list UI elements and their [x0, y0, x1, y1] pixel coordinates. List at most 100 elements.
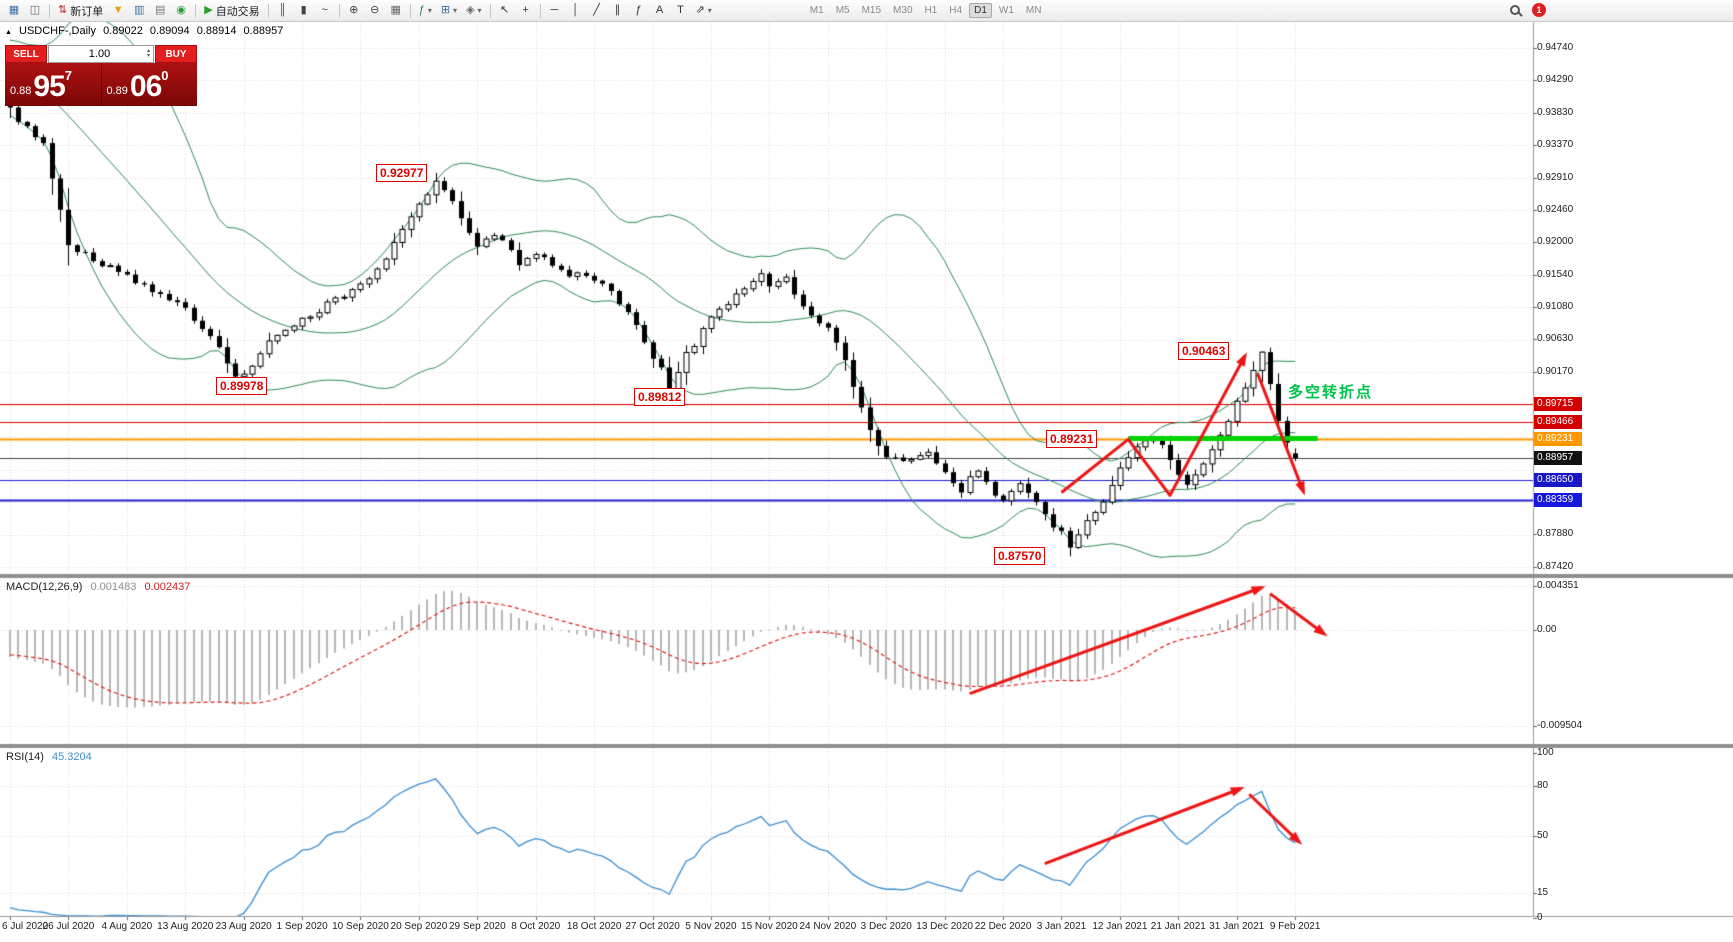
date-axis-label: 21 Jan 2021 [1150, 921, 1206, 932]
fibonacci-icon: ƒ [635, 4, 642, 16]
data-window-button[interactable]: ▤ [150, 2, 170, 20]
date-axis-label: 31 Jan 2021 [1209, 921, 1265, 932]
rsi-axis-label: 15 [1537, 887, 1549, 899]
new-order-button[interactable]: ⇅ 新订单 [54, 2, 107, 20]
candlestick-chart-type-button[interactable]: ▮ [294, 2, 314, 20]
volume-value: 1.00 [88, 48, 111, 60]
turning-point-annotation[interactable]: 多空转折点 [1288, 384, 1374, 401]
price-axis-label: 0.87420 [1537, 560, 1574, 572]
price-axis-label: 0.87880 [1537, 528, 1574, 540]
symbol-collapse-icon[interactable]: ▲ [5, 29, 12, 36]
timeframe-m5-button[interactable]: M5 [835, 5, 850, 16]
spinner-down-icon[interactable]: ▾ [146, 53, 150, 59]
indicators-button[interactable]: ƒ ▾ [415, 2, 436, 20]
ohlc-low: 0.88914 [196, 25, 237, 37]
timeframe-m1-button[interactable]: M1 [809, 5, 824, 16]
quotes-button[interactable]: ▼ [108, 2, 128, 20]
add-indicator-button[interactable]: ⊞ ▾ [437, 2, 461, 20]
date-axis-label: 1 Sep 2020 [276, 921, 328, 932]
bar-chart-type-button[interactable]: ║ [273, 2, 293, 20]
date-axis-label: 18 Oct 2020 [566, 921, 622, 932]
data-window-icon: ▤ [155, 4, 166, 16]
macd-axis-label: -0.009504 [1537, 720, 1583, 732]
timeframe-w1-button[interactable]: W1 [998, 5, 1014, 16]
equidistant-channel-button[interactable]: ∥ [608, 2, 628, 20]
horizontal-line-button[interactable]: ─ [545, 2, 565, 20]
chart-symbol-period: USDCHF-,Daily [19, 25, 96, 37]
one-click-trading-widget: SELL 1.00 ▴ ▾ BUY 0.88 95 7 0.89 06 0 [5, 45, 197, 106]
chart-profiles-button[interactable]: ◫ [25, 2, 45, 20]
date-axis-label: 27 Oct 2020 [625, 921, 680, 932]
spinner-up-icon[interactable]: ▴ [146, 48, 150, 54]
bid-ask-panel: 0.88 95 7 0.89 06 0 [5, 63, 197, 106]
price-axis-label: 0.92910 [1537, 171, 1574, 183]
price-callout[interactable]: 0.89231 [1046, 429, 1098, 448]
web-terminal-button[interactable]: ◉ [171, 2, 191, 20]
price-callout[interactable]: 0.87570 [994, 547, 1046, 566]
dropdown-caret-icon: ▾ [453, 6, 458, 15]
volume-spinner[interactable]: ▴ ▾ [146, 48, 150, 59]
price-callout[interactable]: 0.90463 [1178, 342, 1230, 361]
notification-badge[interactable]: 1 [1532, 3, 1546, 17]
vertical-line-icon: │ [572, 4, 579, 16]
equidistant-channel-icon: ∥ [614, 4, 621, 16]
timeframe-mn-button[interactable]: MN [1025, 5, 1042, 16]
price-tag-0.88957: 0.88957 [1534, 451, 1582, 465]
timeframe-m30-button[interactable]: M30 [893, 5, 913, 16]
text-label-button[interactable]: T [671, 2, 691, 20]
ask-price-big-digits: 06 [129, 70, 162, 103]
buy-button[interactable]: BUY [155, 45, 197, 63]
price-axis-label: 0.91540 [1537, 268, 1574, 280]
bid-price[interactable]: 0.88 95 7 [5, 63, 102, 106]
price-axis[interactable]: 0.94740 0.94290 0.93830 0.93370 0.92910 0.924… [1533, 0, 1733, 942]
horizontal-line-icon: ─ [550, 4, 559, 16]
chart-profiles-icon: ◫ [29, 4, 41, 16]
price-callout[interactable]: 0.89812 [634, 388, 686, 407]
macd-indicator-label: MACD(12,26,9) 0.001483 0.002437 [6, 581, 190, 593]
top-toolbar: ▦ ◫ ⇅ 新订单 ▼ ▥ ▤ ◉ ▶ 自动交易 ║ ▮ ~ ⊕ ⊖ ▦ ƒ ▾ ⊞ ▾ ◈ ▾ ↖ + ─ │ ╱ ∥ ƒ A T ⇗ ▾ M1… [0, 0, 1733, 22]
dropdown-caret-icon: ▾ [427, 6, 432, 15]
date-axis-label: 12 Jan 2021 [1092, 921, 1148, 932]
price-callout[interactable]: 0.89978 [216, 376, 268, 395]
date-axis-label: 23 Aug 2020 [215, 921, 272, 932]
ask-price-prefix: 0.89 [106, 85, 128, 97]
volume-input[interactable]: 1.00 ▴ ▾ [48, 45, 154, 63]
search-icon[interactable] [1510, 5, 1520, 15]
tile-windows-button[interactable]: ▦ [386, 2, 406, 20]
zoom-in-icon: ⊕ [349, 4, 359, 16]
timeframe-d1-button[interactable]: D1 [969, 3, 992, 18]
market-watch-button[interactable]: ▥ [129, 2, 149, 20]
text-button[interactable]: A [650, 2, 670, 20]
autotrading-button[interactable]: ▶ 自动交易 [200, 2, 263, 20]
objects-list-button[interactable]: ◈ ▾ [462, 2, 485, 20]
date-axis[interactable]: 6 Jul 2020 26 Jul 2020 4 Aug 2020 13 Aug 20… [0, 916, 1733, 942]
rsi-axis-label: 0 [1537, 912, 1543, 923]
price-callout[interactable]: 0.92977 [376, 163, 428, 182]
timeframe-h4-button[interactable]: H4 [949, 5, 963, 16]
toolbar-separator [267, 3, 269, 18]
timeframe-m15-button[interactable]: M15 [861, 5, 882, 16]
ask-price[interactable]: 0.89 06 0 [102, 63, 198, 106]
toolbar-separator [539, 3, 541, 18]
arrow-objects-button[interactable]: ⇗ ▾ [692, 2, 716, 20]
zoom-out-icon: ⊖ [370, 4, 380, 16]
line-chart-type-button[interactable]: ~ [315, 2, 335, 20]
trendline-button[interactable]: ╱ [587, 2, 607, 20]
sell-button[interactable]: SELL [5, 45, 47, 63]
timeframe-h1-button[interactable]: H1 [924, 5, 938, 16]
cursor-button[interactable]: ↖ [495, 2, 515, 20]
zoom-out-button[interactable]: ⊖ [365, 2, 385, 20]
date-axis-label: 13 Dec 2020 [916, 921, 973, 932]
date-axis-label: 9 Feb 2021 [1269, 921, 1321, 932]
date-axis-label: 22 Dec 2020 [974, 921, 1032, 932]
crosshair-button[interactable]: + [516, 2, 536, 20]
vertical-line-button[interactable]: │ [566, 2, 586, 20]
tile-windows-icon: ▦ [390, 4, 401, 16]
fibonacci-button[interactable]: ƒ [629, 2, 649, 20]
new-chart-window-button[interactable]: ▦ [4, 2, 24, 20]
chart-ohlc-header: ▲ USDCHF-,Daily 0.89022 0.89094 0.88914 … [5, 25, 287, 37]
zoom-in-button[interactable]: ⊕ [344, 2, 364, 20]
dropdown-caret-icon: ▾ [477, 6, 482, 15]
date-axis-label: 6 Jul 2020 [2, 921, 49, 932]
